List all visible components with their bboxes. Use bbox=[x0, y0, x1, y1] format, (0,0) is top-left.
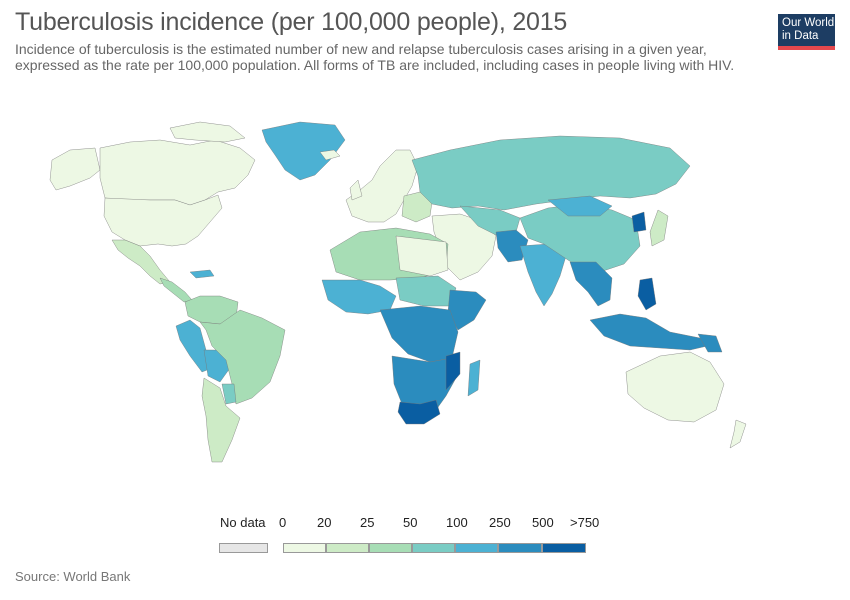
region-sudan[interactable] bbox=[395, 275, 457, 307]
region-south-africa[interactable] bbox=[397, 399, 441, 425]
logo-line-1: Our World bbox=[782, 17, 835, 29]
region-papua-new-guinea[interactable] bbox=[697, 333, 723, 353]
region-southern-africa[interactable] bbox=[391, 355, 457, 415]
region-greenland[interactable] bbox=[261, 121, 346, 181]
region-madagascar[interactable] bbox=[467, 359, 481, 397]
region-mongolia[interactable] bbox=[547, 195, 613, 217]
region-mexico[interactable] bbox=[111, 239, 171, 285]
legend-no-data-label: No data bbox=[220, 515, 266, 530]
legend-swatch-1[interactable] bbox=[326, 543, 369, 553]
legend-break-0: 0 bbox=[279, 515, 287, 530]
logo-line-2: in Data bbox=[782, 30, 819, 42]
region-indonesia[interactable] bbox=[589, 313, 717, 351]
region-united-states[interactable] bbox=[103, 194, 223, 247]
legend-break-5: 250 bbox=[489, 515, 511, 530]
legend-swatch-0[interactable] bbox=[283, 543, 326, 553]
region-alaska[interactable] bbox=[49, 147, 101, 191]
legend-swatch-5[interactable] bbox=[498, 543, 542, 553]
region-egypt[interactable] bbox=[395, 235, 449, 277]
legend-swatch-3[interactable] bbox=[412, 543, 455, 553]
region-paraguay[interactable] bbox=[221, 383, 237, 405]
region-australia[interactable] bbox=[625, 351, 725, 423]
legend-break-4: 100 bbox=[446, 515, 468, 530]
region-arctic-islands[interactable] bbox=[169, 121, 246, 143]
region-mozambique[interactable] bbox=[445, 351, 461, 391]
owid-logo[interactable]: Our World in Data bbox=[778, 14, 835, 50]
legend-swatch-no-data[interactable] bbox=[219, 543, 268, 553]
region-russia[interactable] bbox=[411, 135, 691, 211]
legend-break-1: 20 bbox=[317, 515, 332, 530]
region-pakistan[interactable] bbox=[495, 229, 529, 263]
legend-swatch-2[interactable] bbox=[369, 543, 412, 553]
region-uk[interactable] bbox=[349, 179, 363, 201]
region-southern-cone[interactable] bbox=[201, 377, 241, 463]
region-caribbean[interactable] bbox=[189, 269, 215, 279]
chart-subtitle: Incidence of tuberculosis is the estimat… bbox=[15, 41, 735, 73]
region-new-zealand[interactable] bbox=[729, 419, 747, 449]
world-map[interactable] bbox=[0, 110, 850, 470]
region-philippines[interactable] bbox=[637, 277, 657, 311]
legend-swatch-4[interactable] bbox=[455, 543, 498, 553]
region-canada[interactable] bbox=[99, 139, 256, 206]
region-central-america[interactable] bbox=[159, 277, 193, 303]
region-brazil[interactable] bbox=[199, 309, 286, 405]
source-note[interactable]: Source: World Bank bbox=[15, 569, 131, 584]
region-western-europe[interactable] bbox=[345, 149, 419, 223]
legend-break-6: 500 bbox=[532, 515, 554, 530]
legend-break-2: 25 bbox=[360, 515, 375, 530]
region-central-africa[interactable] bbox=[379, 305, 459, 363]
region-iceland[interactable] bbox=[319, 149, 341, 161]
region-west-africa[interactable] bbox=[321, 279, 397, 315]
legend-break-7: >750 bbox=[570, 515, 600, 530]
region-north-korea[interactable] bbox=[631, 211, 647, 233]
legend-swatch-6[interactable] bbox=[542, 543, 586, 553]
legend-break-3: 50 bbox=[403, 515, 418, 530]
region-southeast-asia[interactable] bbox=[569, 261, 613, 307]
region-japan[interactable] bbox=[649, 209, 669, 247]
chart-title: Tuberculosis incidence (per 100,000 peop… bbox=[15, 8, 568, 36]
